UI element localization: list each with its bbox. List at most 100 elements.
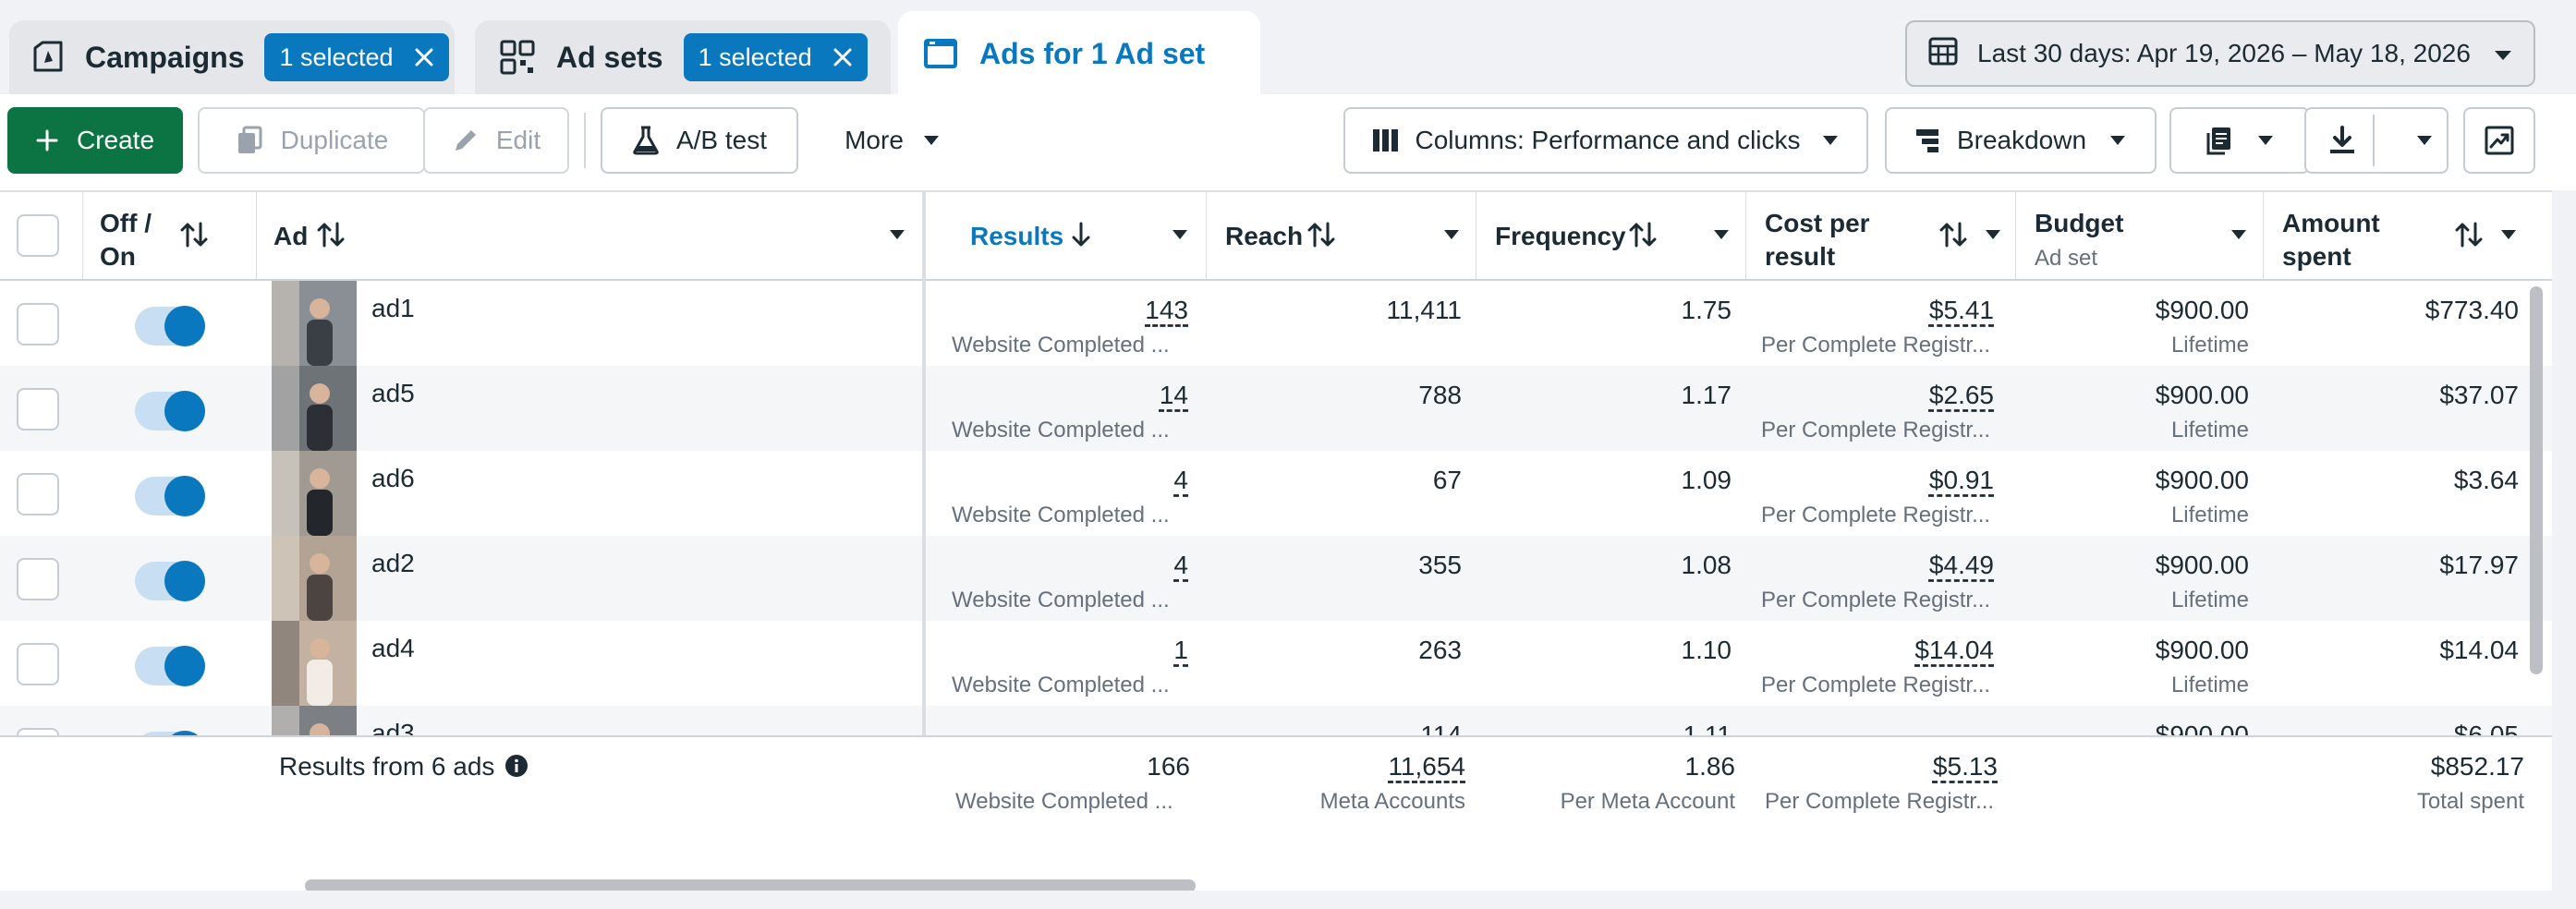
create-button-label: Create bbox=[76, 126, 155, 154]
ad-name[interactable]: ad5 bbox=[371, 379, 415, 407]
header-reach[interactable]: Reach bbox=[1207, 192, 1476, 279]
info-icon[interactable] bbox=[504, 754, 529, 784]
frequency-cell: 1.75 bbox=[1476, 281, 1732, 366]
clear-campaigns-selection-icon[interactable] bbox=[414, 47, 434, 67]
sort-icon bbox=[317, 222, 345, 248]
clear-adsets-selection-icon[interactable] bbox=[832, 47, 853, 67]
chevron-down-icon bbox=[923, 136, 939, 145]
ad-name[interactable]: ad1 bbox=[371, 294, 415, 322]
cost-per-result-value[interactable]: $5.41 bbox=[1928, 296, 1994, 324]
more-button[interactable]: More bbox=[828, 107, 957, 174]
duplicate-button[interactable]: Duplicate bbox=[198, 107, 425, 174]
tab-ads[interactable]: Ads for 1 Ad set bbox=[898, 11, 1260, 96]
summary-reach-sub: Meta Accounts bbox=[1319, 789, 1465, 814]
header-results[interactable]: Results bbox=[937, 192, 1207, 279]
results-value[interactable]: 4 bbox=[1173, 551, 1188, 579]
cost-per-result-value[interactable]: $0.91 bbox=[1928, 466, 1994, 494]
date-range-picker[interactable]: Last 30 days: Apr 19, 2026 – May 18, 202… bbox=[1905, 20, 2535, 87]
breakdown-button[interactable]: Breakdown bbox=[1885, 107, 2157, 174]
ab-test-button[interactable]: A/B test bbox=[601, 107, 798, 174]
header-select-all bbox=[0, 192, 83, 279]
row-select-checkbox[interactable] bbox=[17, 473, 59, 515]
ad-thumbnail[interactable] bbox=[272, 451, 357, 536]
chevron-down-icon bbox=[2110, 136, 2126, 145]
export-button[interactable] bbox=[2304, 107, 2448, 174]
results-value[interactable]: 143 bbox=[1145, 296, 1188, 324]
table-row[interactable]: ad4 1 Website Completed ... 263 1.10 $14… bbox=[0, 621, 2552, 706]
ad-thumbnail[interactable] bbox=[272, 536, 357, 621]
ad-thumbnail[interactable] bbox=[272, 281, 357, 366]
ad-status-toggle[interactable] bbox=[135, 476, 205, 516]
ad-status-toggle[interactable] bbox=[135, 306, 205, 346]
ad-status-toggle[interactable] bbox=[135, 646, 205, 686]
calendar-icon bbox=[1927, 35, 1959, 73]
table-row[interactable]: ad5 14 Website Completed ... 788 1.17 $2… bbox=[0, 366, 2552, 451]
cost-per-result-value[interactable]: $4.49 bbox=[1928, 551, 1994, 579]
chevron-down-icon[interactable] bbox=[2500, 229, 2517, 240]
table-row[interactable]: ad2 4 Website Completed ... 355 1.08 $4.… bbox=[0, 536, 2552, 621]
edit-button[interactable]: Edit bbox=[423, 107, 569, 174]
summary-cost-value[interactable]: $5.13 bbox=[1932, 752, 1998, 781]
results-value[interactable]: 1 bbox=[1173, 636, 1188, 664]
results-type: Website Completed ... bbox=[952, 588, 1170, 612]
ad-thumbnail[interactable] bbox=[272, 366, 357, 451]
adsets-selected-badge: 1 selected bbox=[683, 33, 868, 81]
columns-button[interactable]: Columns: Performance and clicks bbox=[1343, 107, 1868, 174]
header-budget-label: Budget Ad set bbox=[2035, 207, 2123, 275]
adsets-grid-icon bbox=[499, 39, 536, 76]
ad-status-toggle[interactable] bbox=[135, 561, 205, 601]
summary-amount-sub: Total spent bbox=[2416, 789, 2524, 814]
header-offon[interactable]: Off / On bbox=[83, 192, 257, 279]
budget-title: Budget bbox=[2035, 209, 2124, 237]
adsets-selected-text: 1 selected bbox=[698, 42, 812, 71]
header-budget[interactable]: Budget Ad set bbox=[2016, 192, 2264, 279]
table-row[interactable]: ad6 4 Website Completed ... 67 1.09 $0.9… bbox=[0, 451, 2552, 536]
horizontal-scrollbar[interactable] bbox=[305, 879, 1196, 891]
ad-name[interactable]: ad6 bbox=[371, 464, 415, 492]
summary-reach-value[interactable]: 11,654 bbox=[1388, 752, 1465, 781]
row-select-checkbox[interactable] bbox=[17, 558, 59, 600]
chevron-down-icon[interactable] bbox=[1985, 229, 2001, 240]
create-button[interactable]: Create bbox=[7, 107, 183, 174]
tab-campaigns[interactable]: Campaigns 1 selected bbox=[9, 20, 455, 94]
ad-name[interactable]: ad2 bbox=[371, 549, 415, 577]
chevron-down-icon[interactable] bbox=[2230, 229, 2247, 240]
cost-per-result-value[interactable]: $14.04 bbox=[1914, 636, 1994, 664]
ad-status-toggle[interactable] bbox=[135, 391, 205, 431]
chevron-down-icon[interactable] bbox=[1713, 229, 1730, 240]
header-amount-spent[interactable]: Amount spent bbox=[2264, 192, 2532, 279]
budget-value[interactable]: $900.00 bbox=[2155, 381, 2249, 409]
results-value[interactable]: 14 bbox=[1159, 381, 1188, 409]
more-button-label: More bbox=[844, 126, 904, 154]
tab-adsets[interactable]: Ad sets 1 selected bbox=[475, 20, 891, 94]
chevron-down-icon[interactable] bbox=[1172, 229, 1188, 240]
row-select-checkbox[interactable] bbox=[17, 303, 59, 345]
table-row[interactable]: ad1 143 Website Completed ... 11,411 1.7… bbox=[0, 281, 2552, 366]
header-cost-per-result[interactable]: Cost per result bbox=[1746, 192, 2016, 279]
results-cell: 14 Website Completed ... bbox=[937, 366, 1188, 451]
view-charts-button[interactable] bbox=[2463, 107, 2535, 174]
budget-value[interactable]: $900.00 bbox=[2155, 551, 2249, 579]
chevron-down-icon bbox=[1822, 136, 1838, 145]
chevron-down-icon[interactable] bbox=[889, 229, 905, 240]
select-all-checkbox[interactable] bbox=[17, 214, 59, 257]
summary-frequency-cell: 1.86 Per Meta Account bbox=[1476, 737, 1735, 848]
reports-button[interactable] bbox=[2169, 107, 2310, 174]
row-select-checkbox[interactable] bbox=[17, 388, 59, 430]
reach-cell: 788 bbox=[1207, 366, 1462, 451]
campaigns-selected-text: 1 selected bbox=[279, 42, 394, 71]
cost-per-result-value[interactable]: $2.65 bbox=[1928, 381, 1994, 409]
results-value[interactable]: 4 bbox=[1173, 466, 1188, 494]
vertical-scrollbar[interactable] bbox=[2530, 286, 2543, 674]
budget-value[interactable]: $900.00 bbox=[2155, 466, 2249, 494]
cost-per-result-cell: $4.49 Per Complete Registr... bbox=[1746, 536, 1994, 621]
budget-value[interactable]: $900.00 bbox=[2155, 636, 2249, 664]
row-select-checkbox[interactable] bbox=[17, 643, 59, 685]
budget-value[interactable]: $900.00 bbox=[2155, 296, 2249, 324]
ad-thumbnail[interactable] bbox=[272, 621, 357, 706]
chevron-down-icon[interactable] bbox=[1443, 229, 1460, 240]
ad-name[interactable]: ad4 bbox=[371, 634, 415, 662]
tab-ads-label: Ads for 1 Ad set bbox=[979, 36, 1206, 70]
header-ad[interactable]: Ad bbox=[257, 192, 924, 279]
header-frequency[interactable]: Frequency bbox=[1476, 192, 1746, 279]
